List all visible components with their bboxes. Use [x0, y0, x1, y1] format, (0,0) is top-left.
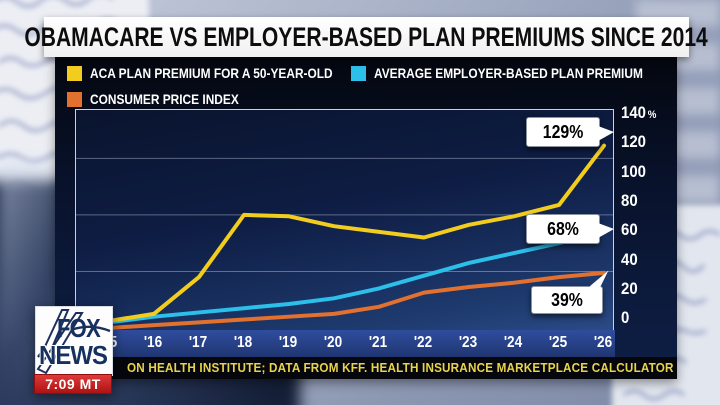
channel-bug: FOX NEWS 7:09 MT	[34, 306, 113, 394]
x-axis-tick-label: '23	[458, 334, 478, 351]
callout-value: 39%	[551, 289, 583, 310]
attribution-strip: ON HEALTH INSTITUTE; DATA FROM KFF. HEAL…	[55, 357, 677, 379]
x-axis-tick-label: '26	[593, 334, 613, 351]
fox-logo-text-bottom: NEWS	[39, 340, 108, 370]
x-axis-tick-label: '18	[233, 334, 253, 351]
x-axis-tick-label: '25	[548, 334, 568, 351]
x-axis-tick-label: '24	[503, 334, 523, 351]
percent-unit: %	[647, 109, 657, 121]
legend-swatch	[67, 91, 82, 107]
x-axis-tick-label: '22	[413, 334, 433, 351]
data-callout: 129%	[526, 117, 614, 147]
data-callout: 39%	[531, 267, 613, 314]
legend-swatch	[351, 65, 366, 81]
attribution-text: ON HEALTH INSTITUTE; DATA FROM KFF. HEAL…	[127, 360, 674, 375]
callout-pointer	[598, 223, 614, 238]
clock-badge: 7:09 MT	[34, 374, 112, 394]
y-axis-tick-label: 140%	[621, 103, 657, 122]
legend-label: ACA PLAN PREMIUM FOR A 50-YEAR-OLD	[90, 65, 333, 81]
series-line	[76, 143, 606, 329]
y-axis-tick-label: 120	[621, 132, 646, 152]
x-axis-tick-label: '21	[368, 334, 388, 351]
data-callout: 68%	[526, 214, 614, 244]
x-axis-tick-label: '19	[278, 334, 298, 351]
y-axis-tick-label: 40	[621, 249, 638, 269]
legend-label: CONSUMER PRICE INDEX	[90, 91, 239, 107]
legend-swatch	[67, 65, 82, 81]
x-axis-tick-label: '16	[143, 334, 163, 351]
x-axis-tick-label: '17	[188, 334, 208, 351]
callout-value: 68%	[547, 218, 579, 239]
y-axis-tick-label: 80	[621, 190, 638, 210]
callout-value: 129%	[542, 121, 584, 142]
legend-item: CONSUMER PRICE INDEX	[67, 90, 265, 108]
headline-banner: OBAMACARE VS EMPLOYER-BASED PLAN PREMIUM…	[25, 17, 708, 57]
y-axis-tick-label: 60	[621, 220, 638, 240]
callout-pointer	[598, 126, 614, 141]
y-axis-tick-label: 20	[621, 278, 638, 298]
y-axis-tick-label: 0	[621, 308, 630, 328]
legend-label: AVERAGE EMPLOYER-BASED PLAN PREMIUM	[374, 65, 643, 81]
y-axis-tick-label: 100	[621, 161, 646, 181]
chart-plot-area: 129% 68% 39%	[75, 109, 614, 331]
legend-item: AVERAGE EMPLOYER-BASED PLAN PREMIUM	[351, 64, 690, 82]
x-axis-tick-label: '20	[323, 334, 343, 351]
headline-text: OBAMACARE VS EMPLOYER-BASED PLAN PREMIUM…	[24, 21, 709, 52]
legend-item: ACA PLAN PREMIUM FOR A 50-YEAR-OLD	[67, 64, 375, 82]
chart-panel: ACA PLAN PREMIUM FOR A 50-YEAR-OLD AVERAG…	[55, 57, 677, 379]
fox-news-logo: FOX NEWS	[35, 306, 113, 376]
series-line	[76, 270, 606, 330]
x-axis-strip: '15'16'17'18'19'20'21'22'23'24'25'26	[75, 330, 615, 357]
